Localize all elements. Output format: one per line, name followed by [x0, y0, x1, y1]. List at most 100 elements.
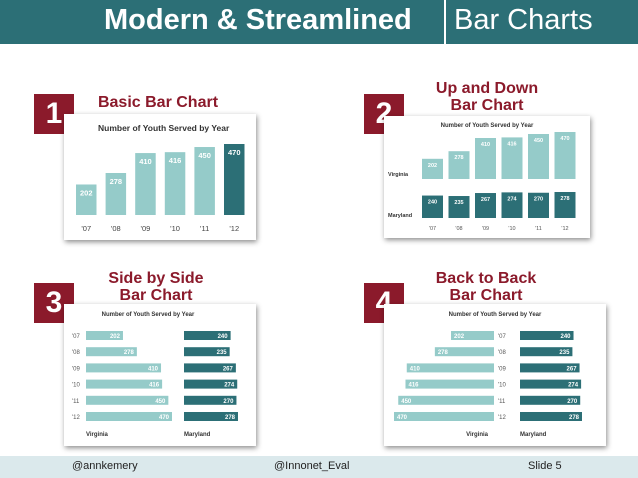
panel-4-heading-line-2: Bar Chart	[449, 287, 523, 304]
chart-4-maryland-bar	[520, 412, 582, 421]
chart-2-data-label: 278	[454, 155, 463, 161]
chart-2-data-label: 278	[560, 196, 569, 202]
chart-4-virginia-bar	[394, 412, 494, 421]
chart-4-tick-label: '12	[498, 415, 506, 421]
chart-2-virginia-bar	[528, 134, 549, 179]
chart-2-data-label: 240	[428, 200, 437, 206]
chart-2-series-label: Maryland	[388, 213, 412, 219]
chart-3-data-label: 274	[224, 383, 235, 389]
chart-1-bar	[76, 184, 97, 215]
panel-2-heading-line-1: Up and Down	[435, 80, 539, 97]
chart-1-tick-label: '12	[229, 224, 239, 233]
chart-3-maryland-bar	[184, 395, 237, 405]
chart-2-maryland-bar	[554, 192, 576, 218]
chart-3-data-label: 270	[223, 399, 234, 405]
chart-3-maryland-bar	[184, 331, 231, 340]
chart-1-tick-label: '07	[81, 224, 91, 233]
panel-3-chart: Number of Youth Served by Year '07 202 240 '…	[64, 304, 256, 446]
chart-4-tick-label: '11	[498, 399, 506, 405]
chart-4-virginia-bar	[405, 379, 494, 389]
chart-2-maryland-bar	[448, 196, 470, 218]
footer-handle: @annkemery	[72, 460, 138, 472]
slide-title: Modern & Streamlined	[104, 4, 412, 36]
chart-2-maryland-bar	[422, 195, 443, 218]
chart-2-data-label: 410	[481, 142, 490, 148]
chart-4-data-label: 410	[410, 366, 421, 372]
chart-3-virginia-bar	[86, 412, 172, 421]
chart-3-maryland-bar	[184, 412, 238, 421]
chart-4-data-label: 278	[438, 350, 449, 356]
chart-1-title: Number of Youth Served by Year	[98, 123, 230, 133]
chart-3-maryland-bar	[184, 363, 236, 373]
slide-subtitle: Bar Charts	[454, 4, 593, 36]
chart-4-virginia-bar	[434, 347, 494, 357]
chart-4-tick-label: '09	[498, 366, 506, 372]
chart-3-virginia-bar	[86, 363, 162, 373]
chart-3-series-label: Virginia	[86, 432, 109, 438]
chart-3-tick-label: '08	[72, 350, 80, 356]
chart-1-bar	[194, 147, 215, 215]
panel-1-heading: Basic Bar Chart	[88, 94, 228, 111]
chart-2-data-label: 416	[507, 141, 516, 147]
chart-3-maryland-bar	[184, 347, 230, 357]
chart-4-data-label: 240	[561, 334, 572, 340]
chart-1-data-label: 470	[228, 148, 241, 157]
panel-3-heading: Side by Side Bar Chart	[88, 270, 224, 304]
chart-3-virginia-bar	[86, 379, 163, 389]
chart-2-data-label: 274	[507, 196, 517, 202]
chart-3-tick-label: '07	[72, 334, 80, 340]
chart-3-tick-label: '10	[72, 383, 80, 389]
chart-2-virginia-bar	[475, 138, 496, 179]
chart-2-title: Number of Youth Served by Year	[441, 123, 534, 129]
panel-2-heading-line-2: Bar Chart	[450, 97, 524, 114]
chart-1-tick-label: '09	[141, 224, 151, 233]
chart-3-maryland-bar	[184, 379, 238, 389]
chart-4-tick-label: '08	[498, 350, 506, 356]
chart-1-tick-label: '11	[200, 224, 209, 233]
chart-4-virginia-bar	[398, 395, 494, 405]
title-dark-band	[0, 0, 444, 44]
chart-4-data-label: 267	[567, 366, 578, 372]
panel-4-heading: Back to Back Bar Chart	[418, 270, 554, 304]
chart-1-bar	[224, 144, 245, 215]
chart-3-data-label: 278	[124, 350, 135, 356]
chart-2-data-label: 235	[454, 200, 463, 206]
side-by-side-bar-chart: Number of Youth Served by Year '07 202 240 '…	[72, 312, 238, 438]
chart-4-data-label: 202	[454, 334, 465, 340]
chart-4-data-label: 235	[559, 350, 570, 356]
chart-3-series-label: Maryland	[184, 432, 211, 438]
chart-4-maryland-bar	[520, 379, 582, 389]
chart-4-maryland-bar	[520, 363, 580, 373]
basic-bar-chart: Number of Youth Served by Year 202 '07 278 '…	[76, 123, 245, 233]
chart-1-data-label: 450	[198, 151, 211, 160]
chart-4-series-label: Maryland	[520, 432, 547, 438]
chart-1-bar	[105, 173, 127, 215]
chart-4-maryland-bar	[520, 395, 581, 405]
chart-2-data-label: 270	[534, 197, 543, 203]
chart-4-data-label: 270	[567, 399, 578, 405]
chart-2-series-label: Virginia	[388, 172, 409, 178]
chart-4-virginia-bar	[406, 363, 494, 373]
chart-3-data-label: 470	[159, 415, 170, 421]
chart-2-maryland-bar	[528, 192, 549, 218]
title-bar: Modern & Streamlined Bar Charts	[0, 0, 638, 44]
chart-1-data-label: 278	[110, 177, 123, 186]
panel-1-heading-line-1: Basic Bar Chart	[97, 94, 219, 111]
panel-2-heading: Up and Down Bar Chart	[412, 80, 562, 114]
chart-2-virginia-bar	[448, 151, 470, 179]
chart-4-data-label: 470	[397, 415, 408, 421]
chart-1-data-label: 416	[169, 156, 182, 165]
chart-2-data-label: 202	[428, 163, 437, 169]
chart-2-virginia-bar	[501, 137, 523, 179]
panel-2-chart: Number of Youth Served by Year Virginia Ma…	[384, 116, 590, 238]
chart-3-tick-label: '12	[72, 415, 80, 421]
chart-2-tick-label: '07	[429, 226, 436, 232]
chart-2-data-label: 450	[534, 138, 543, 144]
chart-3-virginia-bar	[86, 347, 137, 357]
chart-2-data-label: 470	[560, 136, 569, 142]
chart-4-data-label: 450	[401, 399, 412, 405]
chart-3-data-label: 450	[155, 399, 166, 405]
chart-3-data-label: 202	[110, 334, 121, 340]
chart-1-data-label: 410	[139, 157, 152, 166]
chart-4-tick-label: '10	[498, 383, 506, 389]
